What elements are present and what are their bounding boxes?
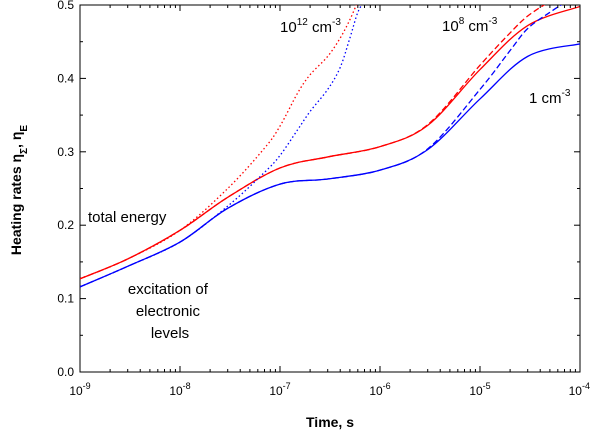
y-axis-title-sub-sigma: Σ	[19, 148, 30, 154]
y-tick-label-0: 0.0	[57, 365, 74, 379]
annotation-excitation: excitation of electronic levels	[128, 281, 212, 342]
y-tick-label-3: 0.3	[57, 145, 74, 159]
annotation-density-1e8: 108 cm-3	[442, 16, 498, 35]
density-1e12-unit-exp: -3	[332, 17, 341, 28]
density-1e8-base: 10	[442, 18, 459, 35]
density-1e8-unit-exp: -3	[488, 16, 497, 27]
density-1e12-base: 10	[280, 19, 297, 36]
density-1-unit-exp: -3	[562, 88, 571, 99]
annotation-total-energy: total energy	[88, 209, 167, 226]
series-line-5	[80, 5, 363, 288]
y-axis-title-main: Heating rates η	[8, 154, 24, 255]
x-tick-label-1: 10-8	[169, 381, 190, 398]
x-axis-title: Time, s	[306, 414, 354, 430]
density-1e8-unit: cm	[464, 18, 488, 35]
x-tick-label-5: 10-4	[569, 381, 590, 398]
plot-area	[79, 4, 581, 373]
density-1e12-exp: 12	[297, 17, 309, 28]
series-line-4	[80, 5, 563, 288]
y-tick-label-1: 0.1	[57, 292, 74, 306]
y-tick-label-5: 0.5	[57, 0, 74, 12]
annotation-excitation-line-1: excitation of	[128, 281, 209, 298]
x-tick-label-0: 10-9	[69, 381, 90, 398]
density-1-base: 1 cm	[529, 90, 562, 107]
annotation-density-1e12: 1012 cm-3	[280, 17, 341, 36]
series-line-1	[80, 5, 546, 280]
annotation-excitation-line-3: levels	[151, 325, 189, 342]
annotation-excitation-line-2: electronic	[136, 303, 201, 320]
y-axis-title-sub-e: E	[19, 125, 30, 132]
y-tick-label-4: 0.4	[57, 71, 74, 85]
x-tick-label-3: 10-6	[369, 381, 390, 398]
y-tick-label-2: 0.2	[57, 218, 74, 232]
annotation-density-1: 1 cm-3	[529, 88, 571, 107]
series-layer	[80, 5, 580, 288]
x-tick-label-4: 10-5	[469, 381, 490, 398]
y-axis-title: Heating rates ηΣ, ηE	[8, 125, 30, 256]
y-axis-title-sep: , η	[8, 132, 24, 148]
density-1e12-unit: cm	[308, 19, 332, 36]
density-1e8-exp: 8	[459, 16, 465, 27]
x-axis: 10-9 10-8 10-7 10-6 10-5 10-4	[69, 5, 590, 398]
y-axis: 0.0 0.1 0.2 0.3 0.4 0.5	[57, 0, 580, 379]
x-tick-label-2: 10-7	[269, 381, 290, 398]
